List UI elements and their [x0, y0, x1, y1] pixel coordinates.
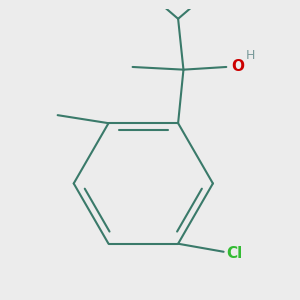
Text: O: O — [232, 59, 244, 74]
Text: Cl: Cl — [226, 246, 242, 261]
Text: H: H — [246, 49, 255, 62]
